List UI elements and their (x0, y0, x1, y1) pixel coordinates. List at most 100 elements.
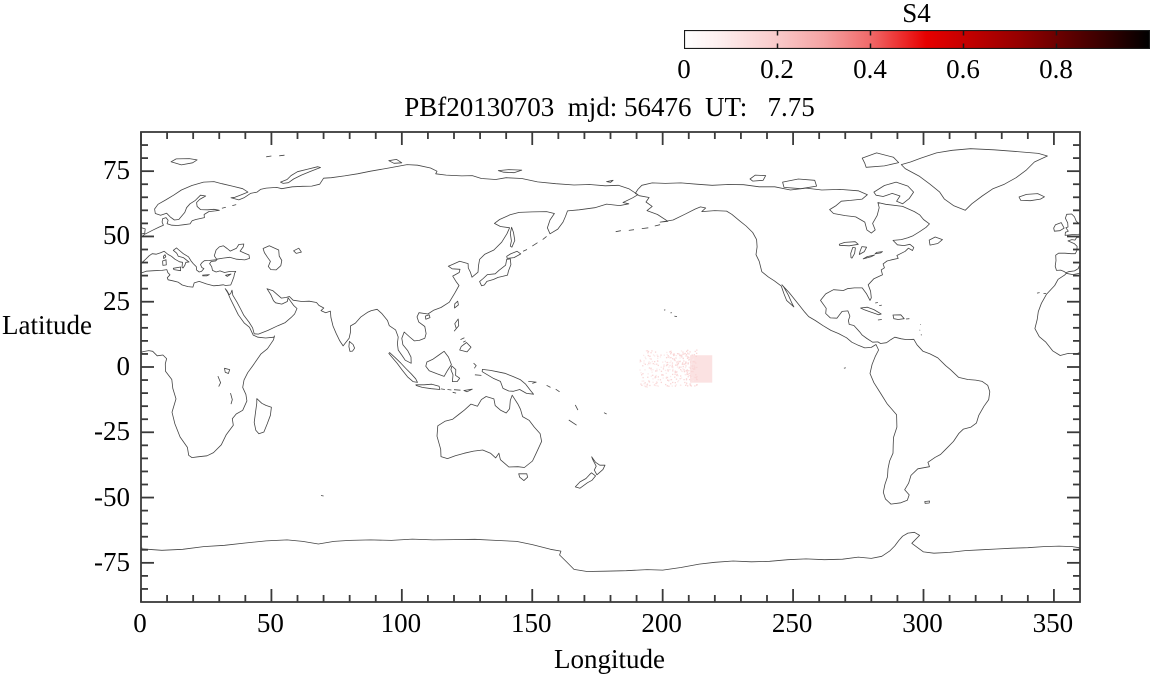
coastline-lake-superior (838, 241, 859, 247)
coastline-kuriles-1 (522, 249, 528, 252)
coastline-lake-malawi (230, 392, 233, 405)
coastline-luzon (453, 318, 460, 332)
coastline-novaya-zemlya (280, 166, 321, 184)
coastline-americas (634, 182, 991, 505)
coastline-sumba (452, 391, 457, 394)
colorbar (684, 30, 1150, 49)
coastline-crete (202, 274, 210, 277)
coastline-britain (1064, 213, 1080, 236)
coastline-severnaya-zemlya (388, 159, 403, 164)
coastline-baffin (873, 181, 914, 205)
coastlines (141, 148, 1080, 572)
y-tick-label: 75 (103, 155, 130, 186)
coastline-timor (463, 388, 473, 393)
coastline-corsica (163, 254, 167, 259)
coastline-visayas-2 (462, 340, 466, 343)
s4-speckle-cloud (639, 349, 698, 388)
coastline-lesser-sunda-3 (453, 389, 461, 391)
coastline-banks-island (749, 174, 767, 182)
coastline-aleutians-3 (641, 227, 649, 229)
coastline-borneo (425, 350, 452, 377)
coastline-sulawesi (450, 365, 461, 382)
x-tick-label: 200 (641, 608, 682, 638)
axis-ticks (140, 132, 1080, 602)
colorbar-title: S4 (902, 0, 931, 28)
colorbar-tick-label: 0.8 (1039, 54, 1073, 84)
coastline-new-britain (528, 381, 537, 384)
coastline-java (415, 383, 441, 390)
coastline-kuriles-2 (532, 242, 538, 247)
coastline-australia (436, 394, 542, 468)
coastline-afro-eurasia (1034, 236, 1080, 356)
plot-border (140, 131, 1081, 603)
coastline-lesser-sunda-1 (440, 388, 445, 390)
coastline-solomons-1 (546, 384, 551, 388)
coastline-halmahera (473, 362, 477, 369)
coastline-sumatra (388, 352, 418, 383)
coastline-mindanao (459, 342, 472, 353)
x-tick-label: 0 (133, 608, 147, 638)
coastline-seram (474, 374, 482, 376)
x-tick-label: 350 (1032, 608, 1074, 638)
coastline-aral-sea (293, 247, 302, 254)
coastline-ladoga (221, 206, 226, 209)
x-tick-label: 100 (380, 608, 422, 638)
coastline-canaries-1 (1036, 292, 1040, 294)
coastline-cuba (860, 306, 882, 316)
y-tick-label: -75 (94, 546, 130, 577)
coastline-fiji (603, 412, 607, 415)
colorbar-tick-label: 0 (677, 54, 691, 84)
coastline-vanuatu (574, 404, 579, 411)
coastline-britain (141, 223, 146, 235)
coastline-new-guinea (481, 369, 534, 395)
colorbar-tick-label: 0.6 (946, 54, 980, 84)
coastline-ireland (1053, 222, 1065, 232)
coastline-sicily (172, 266, 181, 272)
coastline-iceland (1018, 193, 1045, 202)
coastline-sri-lanka (348, 341, 355, 352)
coastline-wrangel (606, 179, 614, 183)
coastline-lesser-sunda-2 (447, 389, 452, 391)
coastline-lake-victoria (224, 367, 231, 374)
coastline-nz-south (574, 472, 596, 489)
x-tick-label: 250 (771, 608, 813, 638)
coastline-honshu-kyushu (479, 258, 512, 287)
coastline-hispaniola (892, 314, 905, 320)
y-tick-label: 0 (116, 351, 131, 381)
coastline-hainan (424, 314, 431, 320)
coastline-hokkaido (506, 250, 522, 259)
x-tick-label: 150 (511, 608, 552, 638)
coastline-sakhalin (509, 226, 516, 248)
coastline-ellesmere (861, 152, 900, 168)
coastline-victoria-island (782, 178, 817, 190)
coastline-falklands (924, 500, 930, 504)
coastline-newfoundland (928, 236, 943, 246)
coastline-lake-tanganyika (217, 375, 221, 387)
world-map-plot (140, 131, 1081, 603)
coastline-kerguelen (320, 495, 324, 497)
coastline-cyprus (225, 273, 232, 277)
coastline-onega (232, 204, 237, 206)
coastline-tasmania (518, 473, 528, 481)
map-area (141, 148, 1080, 572)
x-tick-label: 300 (902, 608, 943, 638)
coastline-aleutians-1 (615, 230, 621, 233)
y-tick-label: -50 (94, 481, 130, 512)
coastline-svalbard (170, 158, 198, 166)
coastline-bahamas-2 (879, 304, 882, 306)
coastline-afro-eurasia (141, 164, 639, 458)
coastline-taiwan (454, 300, 459, 309)
coastline-hawaii-3 (674, 315, 678, 317)
plot-title: PBf20130703 mjd: 56476 UT: 7.75 (404, 92, 815, 122)
x-axis-label: Longitude (554, 644, 665, 674)
y-tick-label: -25 (94, 416, 130, 447)
y-tick-label: 50 (103, 220, 130, 251)
colorbar-tick-label: 0.4 (853, 54, 887, 84)
coastline-black-sea (213, 243, 250, 261)
coastline-aleutians-4 (654, 224, 661, 227)
y-axis-label: Latitude (2, 310, 92, 340)
coastline-new-siberian-is (497, 169, 523, 174)
coastline-franz-josef-1 (266, 155, 272, 158)
coastline-antilles-3 (920, 334, 922, 336)
coastline-franz-josef-2 (279, 154, 285, 157)
